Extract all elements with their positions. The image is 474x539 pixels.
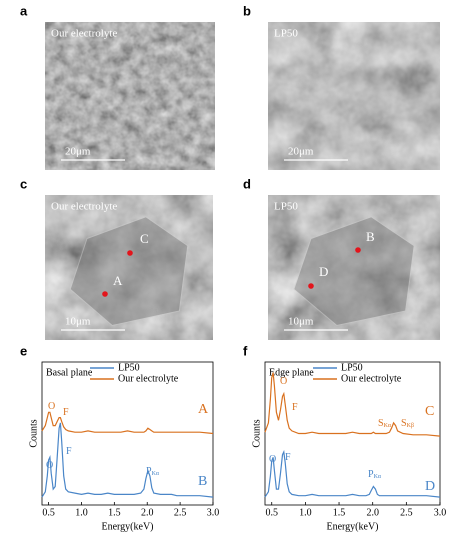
panel-letter: b (243, 3, 251, 18)
peak-label-main: A (198, 402, 209, 417)
panel-letter: a (20, 3, 28, 18)
peak-label: B (198, 474, 207, 489)
peak-label: PKα (368, 469, 382, 480)
x-tick-label: 0.5 (42, 507, 55, 518)
x-tick-label: 1.0 (299, 507, 312, 518)
point-marker (355, 247, 361, 253)
x-tick-label: 3.0 (207, 507, 220, 518)
peak-label-sub: Kβ (407, 423, 414, 429)
sem-image (268, 195, 440, 340)
peak-label-sub: Kα (152, 471, 160, 477)
point-marker (127, 250, 133, 256)
peak-label: A (198, 402, 209, 417)
peak-label: SKβ (401, 418, 414, 429)
x-tick-label: 0.5 (265, 507, 278, 518)
legend-label: LP50 (341, 362, 363, 373)
sem-image (45, 22, 215, 170)
peak-label-main: B (198, 474, 207, 489)
sem-image (45, 195, 213, 340)
peak-label: D (425, 479, 435, 494)
scale-bar-label: 10μm (65, 316, 91, 328)
particle (69, 216, 189, 327)
peak-label-main: S (401, 418, 407, 429)
point-label: D (319, 264, 328, 279)
particle (293, 216, 415, 327)
peak-label-main: F (66, 446, 72, 457)
spectrum-line (41, 422, 214, 498)
x-tick-label: 2.0 (366, 507, 379, 518)
point-label: C (140, 231, 149, 246)
panel-letter: c (20, 176, 27, 191)
x-tick-label: 2.5 (174, 507, 187, 518)
panel-letter: d (243, 176, 251, 191)
point-marker (102, 291, 108, 297)
peak-label-main: S (378, 418, 384, 429)
peak-label: PKα (146, 466, 160, 477)
peak-label: O (46, 460, 53, 471)
panel-letter: f (243, 343, 248, 358)
peak-label: O (269, 454, 276, 465)
x-axis-label: Energy(keV) (101, 521, 153, 532)
x-tick-label: 1.0 (75, 507, 88, 518)
scale-bar-label: 20μm (288, 146, 314, 158)
peak-label-main: F (63, 407, 69, 418)
point-label: A (113, 273, 123, 288)
x-tick-label: 1.5 (333, 507, 346, 518)
image-caption: LP50 (274, 201, 298, 213)
legend-label: Our electrolyte (118, 373, 179, 384)
spectrum-line (41, 411, 214, 435)
point-marker (308, 283, 314, 289)
panel-letter: e (20, 343, 27, 358)
peak-label: F (66, 446, 72, 457)
peak-label-main: C (425, 404, 434, 419)
peak-label-main: O (46, 460, 53, 471)
peak-label-main: D (425, 479, 435, 494)
legend-label: LP50 (118, 362, 140, 373)
image-caption: LP50 (274, 28, 298, 40)
x-tick-label: 1.5 (108, 507, 121, 518)
peak-label: O (280, 376, 287, 387)
peak-label-main: F (292, 402, 298, 413)
plot-frame (264, 361, 441, 506)
image-caption: Our electrolyte (51, 201, 117, 213)
scale-bar-label: 10μm (288, 316, 314, 328)
y-axis-label: Counts (28, 419, 39, 447)
x-tick-label: 3.0 (434, 507, 447, 518)
peak-label-main: O (48, 401, 55, 412)
peak-label: F (292, 402, 298, 413)
peak-label-main: P (368, 469, 374, 480)
peak-label: C (425, 404, 434, 419)
point-label: B (366, 229, 375, 244)
x-tick-label: 2.0 (141, 507, 154, 518)
sem-image (268, 22, 440, 170)
spectrum-line (264, 449, 441, 498)
peak-label-sub: Kα (384, 423, 392, 429)
peak-label: F (285, 452, 291, 463)
peak-label-main: P (146, 466, 152, 477)
x-axis-label: Energy(keV) (326, 521, 378, 532)
peak-label-main: F (285, 452, 291, 463)
peak-label-main: O (280, 376, 287, 387)
peak-label: F (63, 407, 69, 418)
image-caption: Our electrolyte (51, 28, 117, 40)
legend-label: Our electrolyte (341, 373, 402, 384)
chart-title: Edge plane (269, 367, 314, 378)
peak-label: SKα (378, 418, 392, 429)
peak-label: O (48, 401, 55, 412)
y-axis-label: Counts (251, 419, 262, 447)
peak-label-sub: Kα (374, 474, 382, 480)
chart-title: Basal plane (46, 367, 93, 378)
scale-bar-label: 20μm (65, 146, 91, 158)
peak-label-main: O (269, 454, 276, 465)
x-tick-label: 2.5 (400, 507, 413, 518)
spectrum-line (264, 372, 441, 437)
